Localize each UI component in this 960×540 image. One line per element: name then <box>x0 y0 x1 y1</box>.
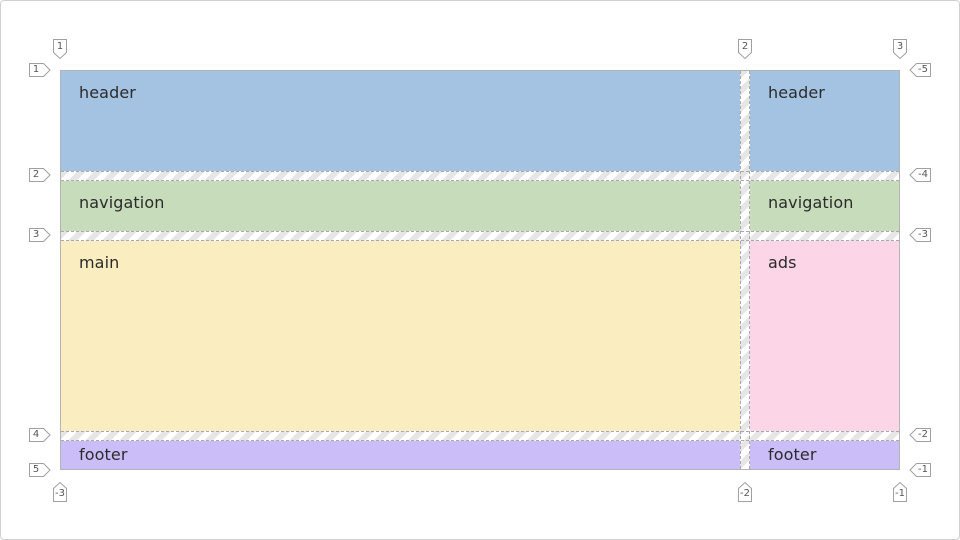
column-line-badge: -3 <box>51 481 69 503</box>
row-line-number: 4 <box>32 429 40 440</box>
column-line-badge: -2 <box>736 481 754 503</box>
column-line-number: -1 <box>895 488 905 499</box>
grid-line-row-3-start <box>61 231 899 232</box>
column-line-badge: -1 <box>891 481 909 503</box>
footer-label: footer <box>768 445 817 464</box>
grid-container: header header navigation navigation main… <box>60 70 900 470</box>
column-line-badge: 3 <box>891 38 909 60</box>
navigation-label: navigation <box>768 193 854 212</box>
row-line-badge: 4 <box>28 426 51 444</box>
main-label: main <box>79 253 120 272</box>
column-line-number: -3 <box>55 488 65 499</box>
grid-line-row-4-end <box>61 440 899 441</box>
navigation-label: navigation <box>79 193 165 212</box>
row-line-number: 5 <box>32 464 40 475</box>
row-line-badge: 5 <box>28 461 51 479</box>
footer-label: footer <box>79 445 128 464</box>
row-line-badge: 2 <box>28 166 51 184</box>
column-line-badge: 2 <box>736 38 754 60</box>
column-line-number: 2 <box>741 41 749 52</box>
ads-area: ads <box>750 241 899 431</box>
column-line-badge: 1 <box>51 38 69 60</box>
row-line-badge: -4 <box>909 166 932 184</box>
column-line-number: 3 <box>896 41 904 52</box>
header-area-side: header <box>750 71 899 171</box>
row-line-badge: 1 <box>28 61 51 79</box>
footer-area-main: footer <box>61 441 740 469</box>
main-area: main <box>61 241 740 431</box>
column-line-number: 1 <box>56 41 64 52</box>
column-line-number: -2 <box>740 488 750 499</box>
row-line-number: -5 <box>918 64 928 75</box>
row-gap-2 <box>61 231 899 241</box>
row-line-number: -2 <box>918 429 928 440</box>
row-line-number: 3 <box>32 229 40 240</box>
row-line-badge: -2 <box>909 426 932 444</box>
ads-label: ads <box>768 253 797 272</box>
navigation-area-side: navigation <box>750 181 899 231</box>
row-line-number: 2 <box>32 169 40 180</box>
grid-line-col-2-end <box>749 71 750 469</box>
navigation-area-main: navigation <box>61 181 740 231</box>
row-gap-3 <box>61 431 899 441</box>
column-gap <box>740 71 750 469</box>
row-line-badge: -1 <box>909 461 932 479</box>
grid-line-row-4-start <box>61 431 899 432</box>
row-line-number: 1 <box>32 64 40 75</box>
footer-area-side: footer <box>750 441 899 469</box>
row-line-badge: -3 <box>909 226 932 244</box>
row-line-number: -3 <box>918 229 928 240</box>
row-gap-1 <box>61 171 899 181</box>
grid-line-row-2-end <box>61 180 899 181</box>
header-label: header <box>79 83 136 102</box>
grid-line-row-3-end <box>61 240 899 241</box>
grid-line-col-2-start <box>740 71 741 469</box>
header-label: header <box>768 83 825 102</box>
row-line-number: -1 <box>918 464 928 475</box>
grid-line-row-2-start <box>61 171 899 172</box>
row-line-badge: -5 <box>909 61 932 79</box>
row-line-badge: 3 <box>28 226 51 244</box>
header-area-main: header <box>61 71 740 171</box>
row-line-number: -4 <box>918 169 928 180</box>
